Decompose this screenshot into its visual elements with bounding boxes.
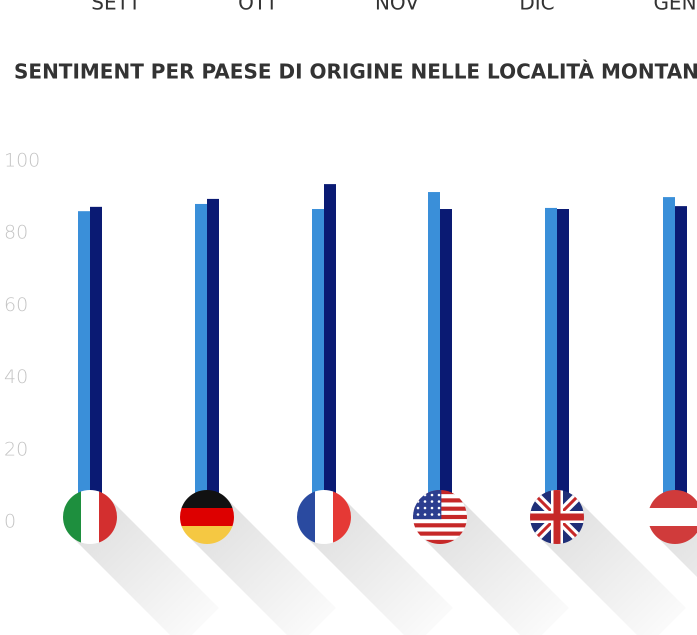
flag-stripe	[413, 535, 467, 541]
y-tick-label: 60	[4, 294, 28, 316]
flag-star	[437, 513, 441, 516]
flag-star	[430, 493, 434, 497]
flag-stripe	[297, 490, 316, 544]
flag-stripe	[180, 508, 234, 527]
flag-stripe	[413, 527, 467, 532]
flag-stripe	[648, 490, 697, 509]
flag	[297, 490, 351, 544]
flag-stripe	[180, 490, 234, 509]
chart-title: SENTIMENT PER PAESE DI ORIGINE NELLE LOC…	[14, 60, 697, 84]
flag-star	[437, 493, 441, 497]
month-label: DIC	[519, 0, 554, 15]
flag-star	[430, 513, 434, 516]
y-tick-label: 40	[4, 366, 28, 388]
flag	[530, 490, 584, 544]
flag-star	[423, 506, 427, 510]
flag	[648, 490, 697, 544]
flag-star	[437, 500, 441, 503]
flag-stripe	[81, 490, 100, 544]
y-tick-label: 20	[4, 438, 28, 460]
flag-stripe	[413, 519, 467, 524]
flag-stripe	[63, 490, 82, 544]
flag-star	[423, 513, 427, 516]
bar	[440, 209, 452, 522]
flag-star	[416, 500, 420, 503]
flag-star	[416, 493, 420, 497]
month-label: SETT	[91, 0, 141, 15]
flag-stripe	[413, 523, 467, 528]
bar	[663, 197, 675, 522]
flag-stripe	[413, 531, 467, 536]
flag-stripe	[315, 490, 334, 544]
flag-star	[423, 493, 427, 497]
bar	[545, 207, 557, 522]
month-label: NOV	[375, 0, 419, 15]
flag-stripe	[99, 490, 117, 544]
month-label: OTT	[238, 0, 279, 15]
flag-star	[430, 500, 434, 503]
flag-star	[430, 506, 434, 510]
bar	[324, 184, 336, 522]
flag-star	[423, 500, 427, 503]
bar	[428, 192, 440, 522]
bar	[675, 206, 687, 522]
bar	[312, 209, 324, 522]
flag-stripe	[413, 539, 467, 544]
flag-stripe	[180, 526, 234, 544]
bar	[557, 209, 569, 522]
bar	[78, 211, 90, 522]
flag-stripe	[648, 526, 697, 544]
bar	[195, 203, 207, 523]
y-tick-label: 0	[4, 511, 16, 533]
flag	[413, 490, 467, 544]
flag-star	[416, 513, 420, 516]
flag-star	[416, 506, 420, 510]
flag	[63, 490, 117, 544]
month-label: GEN	[653, 0, 696, 15]
bar	[90, 206, 102, 523]
flag-cross	[530, 513, 584, 521]
flag-stripe	[648, 508, 697, 527]
flag	[180, 490, 234, 544]
bar	[207, 198, 219, 522]
y-tick-label: 80	[4, 222, 28, 244]
y-tick-label: 100	[4, 150, 40, 172]
flag-stripe	[333, 490, 351, 544]
flag-star	[437, 506, 441, 510]
